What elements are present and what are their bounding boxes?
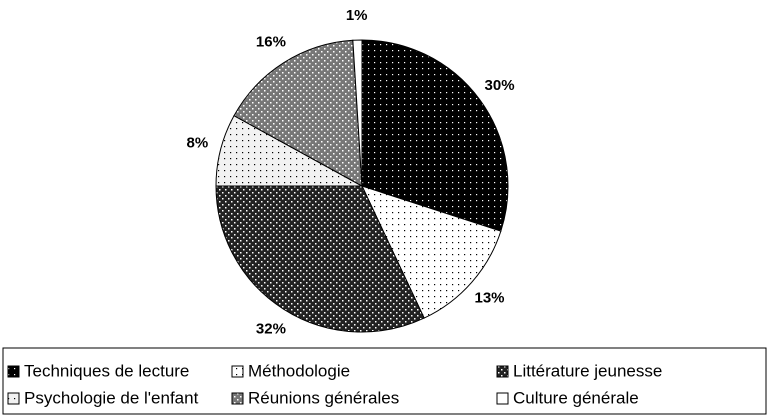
legend-swatch: [231, 392, 244, 405]
legend-swatch: [7, 365, 20, 378]
pie-slice: [233, 39, 363, 187]
pie-slice: [361, 185, 502, 319]
legend-swatch: [496, 365, 509, 378]
slice-label: 30%: [485, 77, 515, 94]
slice-label: 32%: [256, 321, 286, 338]
slice-label: 8%: [186, 135, 208, 152]
legend-label: Littérature jeunesse: [513, 361, 662, 380]
legend-label: Culture générale: [513, 388, 639, 407]
slice-label: 13%: [475, 289, 505, 306]
slice-label: 1%: [346, 7, 368, 24]
legend-label: Psychologie de l'enfant: [24, 388, 199, 407]
slice-label: 16%: [256, 33, 286, 50]
legend-swatch: [231, 365, 244, 378]
pie-slice: [215, 185, 425, 333]
legend-label: Méthodologie: [248, 361, 350, 380]
legend-box: [2, 347, 767, 415]
legend-label: Réunions générales: [248, 388, 399, 407]
legend-swatch: [7, 392, 20, 405]
pie-slice: [352, 39, 363, 187]
pie-slice: [361, 39, 509, 232]
legend-label: Techniques de lecture: [24, 361, 189, 380]
legend-swatch: [496, 392, 509, 405]
